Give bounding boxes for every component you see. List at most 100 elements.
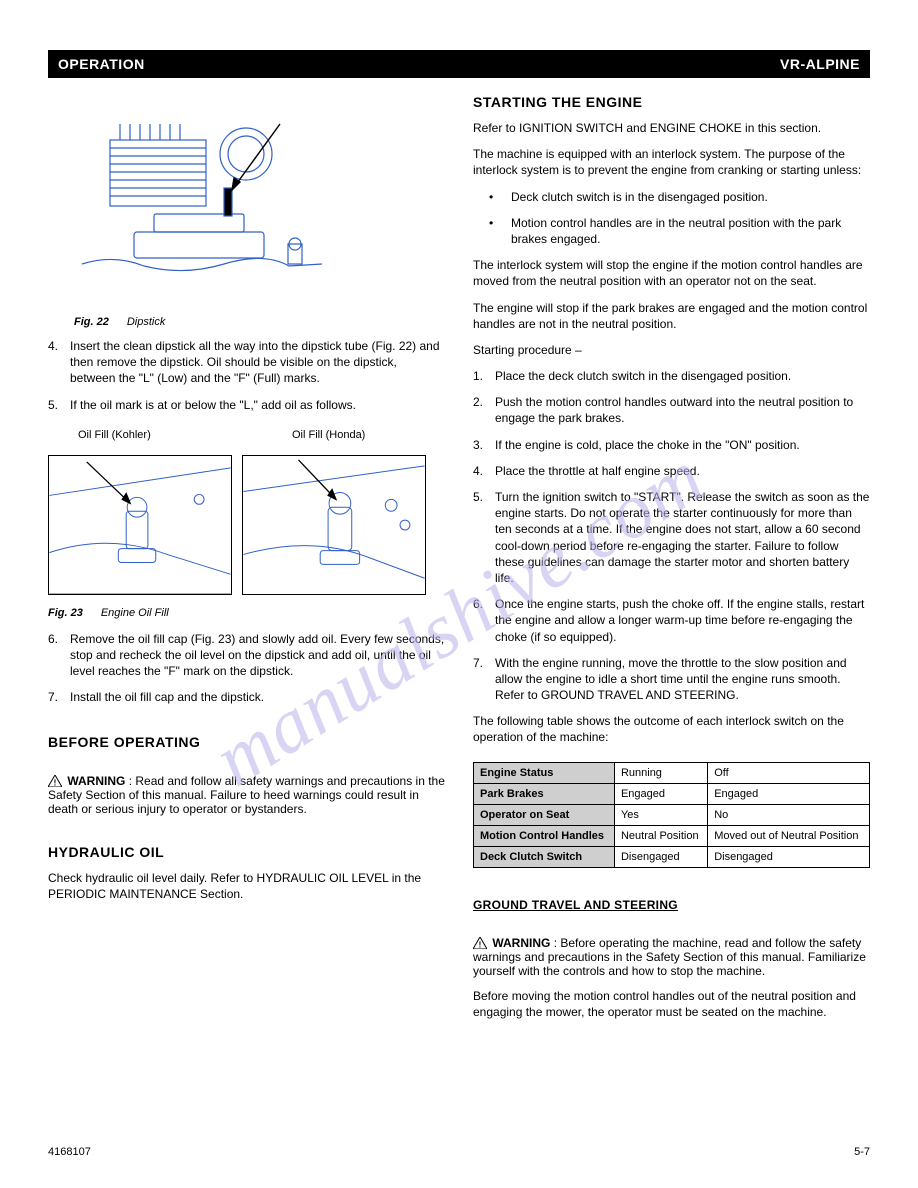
step-5: 5. If the oil mark is at or below the "L…	[48, 397, 445, 413]
start-step-5: 5.Turn the ignition switch to "START". R…	[473, 489, 870, 586]
figure-22	[74, 94, 334, 304]
ss6t: Once the engine starts, push the choke o…	[495, 596, 870, 645]
figure-23	[48, 455, 445, 595]
cell: Park Brakes	[474, 783, 615, 804]
ss5t: Turn the ignition switch to "START". Rel…	[495, 489, 870, 586]
bullet-a1-text: Motion control handles are in the neutra…	[511, 215, 870, 247]
step-4: 4. Insert the clean dipstick all the way…	[48, 338, 445, 387]
fig23-kohler	[48, 455, 232, 595]
figure-22-caption: Fig. 22 Dipstick	[74, 316, 445, 328]
step-4-num: 4.	[48, 338, 62, 387]
warning-2: ! WARNING : Before operating the machine…	[473, 936, 870, 978]
table-row: Engine Status Running Off	[474, 762, 870, 783]
fig23-text: Engine Oil Fill	[101, 607, 169, 619]
step-4-text: Insert the clean dipstick all the way in…	[70, 338, 445, 387]
step-5-num: 5.	[48, 397, 62, 413]
header-left: OPERATION	[58, 56, 145, 72]
ss2t: Push the motion control handles outward …	[495, 394, 870, 426]
cell: Engine Status	[474, 762, 615, 783]
ss1n: 1.	[473, 368, 487, 384]
compressor-diagram	[74, 94, 334, 304]
warning-icon: !	[48, 775, 62, 787]
fig22-num: Fig. 22	[74, 316, 109, 328]
ss3t: If the engine is cold, place the choke i…	[495, 437, 800, 453]
heading-hydraulic-oil: HYDRAULIC OIL	[48, 844, 445, 860]
hydraulic-oil-text: Check hydraulic oil level daily. Refer t…	[48, 870, 445, 902]
bullet-a1: •Motion control handles are in the neutr…	[489, 215, 870, 247]
start-p3: The interlock system will stop the engin…	[473, 257, 870, 289]
cell: Running	[614, 762, 707, 783]
cell: Off	[708, 762, 870, 783]
cell: Neutral Position	[614, 825, 707, 846]
right-column: STARTING THE ENGINE Refer to IGNITION SW…	[473, 94, 870, 1030]
step-7: 7. Install the oil fill cap and the dips…	[48, 689, 445, 705]
warning-1-label: WARNING	[67, 774, 125, 788]
ss5n: 5.	[473, 489, 487, 586]
page-footer: 4168107 5-7	[48, 1146, 870, 1158]
ground-travel-text: Before moving the motion control handles…	[473, 988, 870, 1020]
cell: Engaged	[614, 783, 707, 804]
heading-starting-engine: STARTING THE ENGINE	[473, 94, 870, 110]
cell: Deck Clutch Switch	[474, 846, 615, 867]
footer-left: 4168107	[48, 1146, 91, 1158]
bullet-a0: •Deck clutch switch is in the disengaged…	[489, 189, 870, 205]
interlock-table: Engine Status Running Off Park Brakes En…	[473, 762, 870, 868]
left-column: Fig. 22 Dipstick 4. Insert the clean dip…	[48, 94, 445, 1030]
ss7n: 7.	[473, 655, 487, 704]
header-right: VR-ALPINE	[780, 50, 860, 78]
warning-2-lead: ! WARNING	[473, 936, 554, 950]
start-step-1: 1. Place the deck clutch switch in the di…	[473, 368, 870, 384]
cell: No	[708, 804, 870, 825]
warning-icon: !	[473, 937, 487, 949]
table-row: Deck Clutch Switch Disengaged Disengaged	[474, 846, 870, 867]
twin-fig-labels: Oil Fill (Kohler) Oil Fill (Honda)	[48, 429, 445, 441]
start-p1: Refer to IGNITION SWITCH and ENGINE CHOK…	[473, 120, 870, 136]
cell: Moved out of Neutral Position	[708, 825, 870, 846]
cell: Disengaged	[614, 846, 707, 867]
start-step-6: 6.Once the engine starts, push the choke…	[473, 596, 870, 645]
twin-label-a: Oil Fill (Kohler)	[48, 429, 232, 441]
step-6-num: 6.	[48, 631, 62, 680]
ss4t: Place the throttle at half engine speed.	[495, 463, 700, 479]
twin-label-b: Oil Fill (Honda)	[242, 429, 426, 441]
fig23-honda	[242, 455, 426, 595]
cell: Motion Control Handles	[474, 825, 615, 846]
table-row: Motion Control Handles Neutral Position …	[474, 825, 870, 846]
interlock-bullets: •Deck clutch switch is in the disengaged…	[473, 189, 870, 258]
table-row: Operator on Seat Yes No	[474, 804, 870, 825]
warning-2-label: WARNING	[492, 936, 550, 950]
start-step-7: 7.With the engine running, move the thro…	[473, 655, 870, 704]
step-7-text: Install the oil fill cap and the dipstic…	[70, 689, 264, 705]
svg-text:!: !	[479, 941, 482, 950]
start-p2: The machine is equipped with an interloc…	[473, 146, 870, 178]
ss4n: 4.	[473, 463, 487, 479]
bullet-a0-text: Deck clutch switch is in the disengaged …	[511, 189, 768, 205]
cell: Engaged	[708, 783, 870, 804]
heading-ground-travel: GROUND TRAVEL AND STEERING	[473, 898, 870, 912]
cell: Yes	[614, 804, 707, 825]
warning-1-lead: ! WARNING	[48, 774, 129, 788]
svg-text:!: !	[54, 779, 57, 788]
table-row: Park Brakes Engaged Engaged	[474, 783, 870, 804]
ss1t: Place the deck clutch switch in the dise…	[495, 368, 791, 384]
cell: Operator on Seat	[474, 804, 615, 825]
cell: Disengaged	[708, 846, 870, 867]
start-step-4: 4. Place the throttle at half engine spee…	[473, 463, 870, 479]
start-proc-label: Starting procedure –	[473, 342, 870, 358]
ss7t: With the engine running, move the thrott…	[495, 655, 870, 704]
content-columns: Fig. 22 Dipstick 4. Insert the clean dip…	[48, 94, 870, 1030]
footer-right: 5-7	[854, 1146, 870, 1158]
heading-before-operating: BEFORE OPERATING	[48, 734, 445, 750]
step-6-text: Remove the oil fill cap (Fig. 23) and sl…	[70, 631, 445, 680]
ss3n: 3.	[473, 437, 487, 453]
start-step-2: 2.Push the motion control handles outwar…	[473, 394, 870, 426]
start-step-3: 3. If the engine is cold, place the choke…	[473, 437, 870, 453]
warning-1: ! WARNING : Read and follow all safety w…	[48, 774, 445, 816]
section-header: OPERATION VR-ALPINE	[48, 50, 870, 78]
table-intro: The following table shows the outcome of…	[473, 713, 870, 745]
ss2n: 2.	[473, 394, 487, 426]
step-5-text: If the oil mark is at or below the "L," …	[70, 397, 356, 413]
step-7-num: 7.	[48, 689, 62, 705]
step-6: 6. Remove the oil fill cap (Fig. 23) and…	[48, 631, 445, 680]
start-p4: The engine will stop if the park brakes …	[473, 300, 870, 332]
